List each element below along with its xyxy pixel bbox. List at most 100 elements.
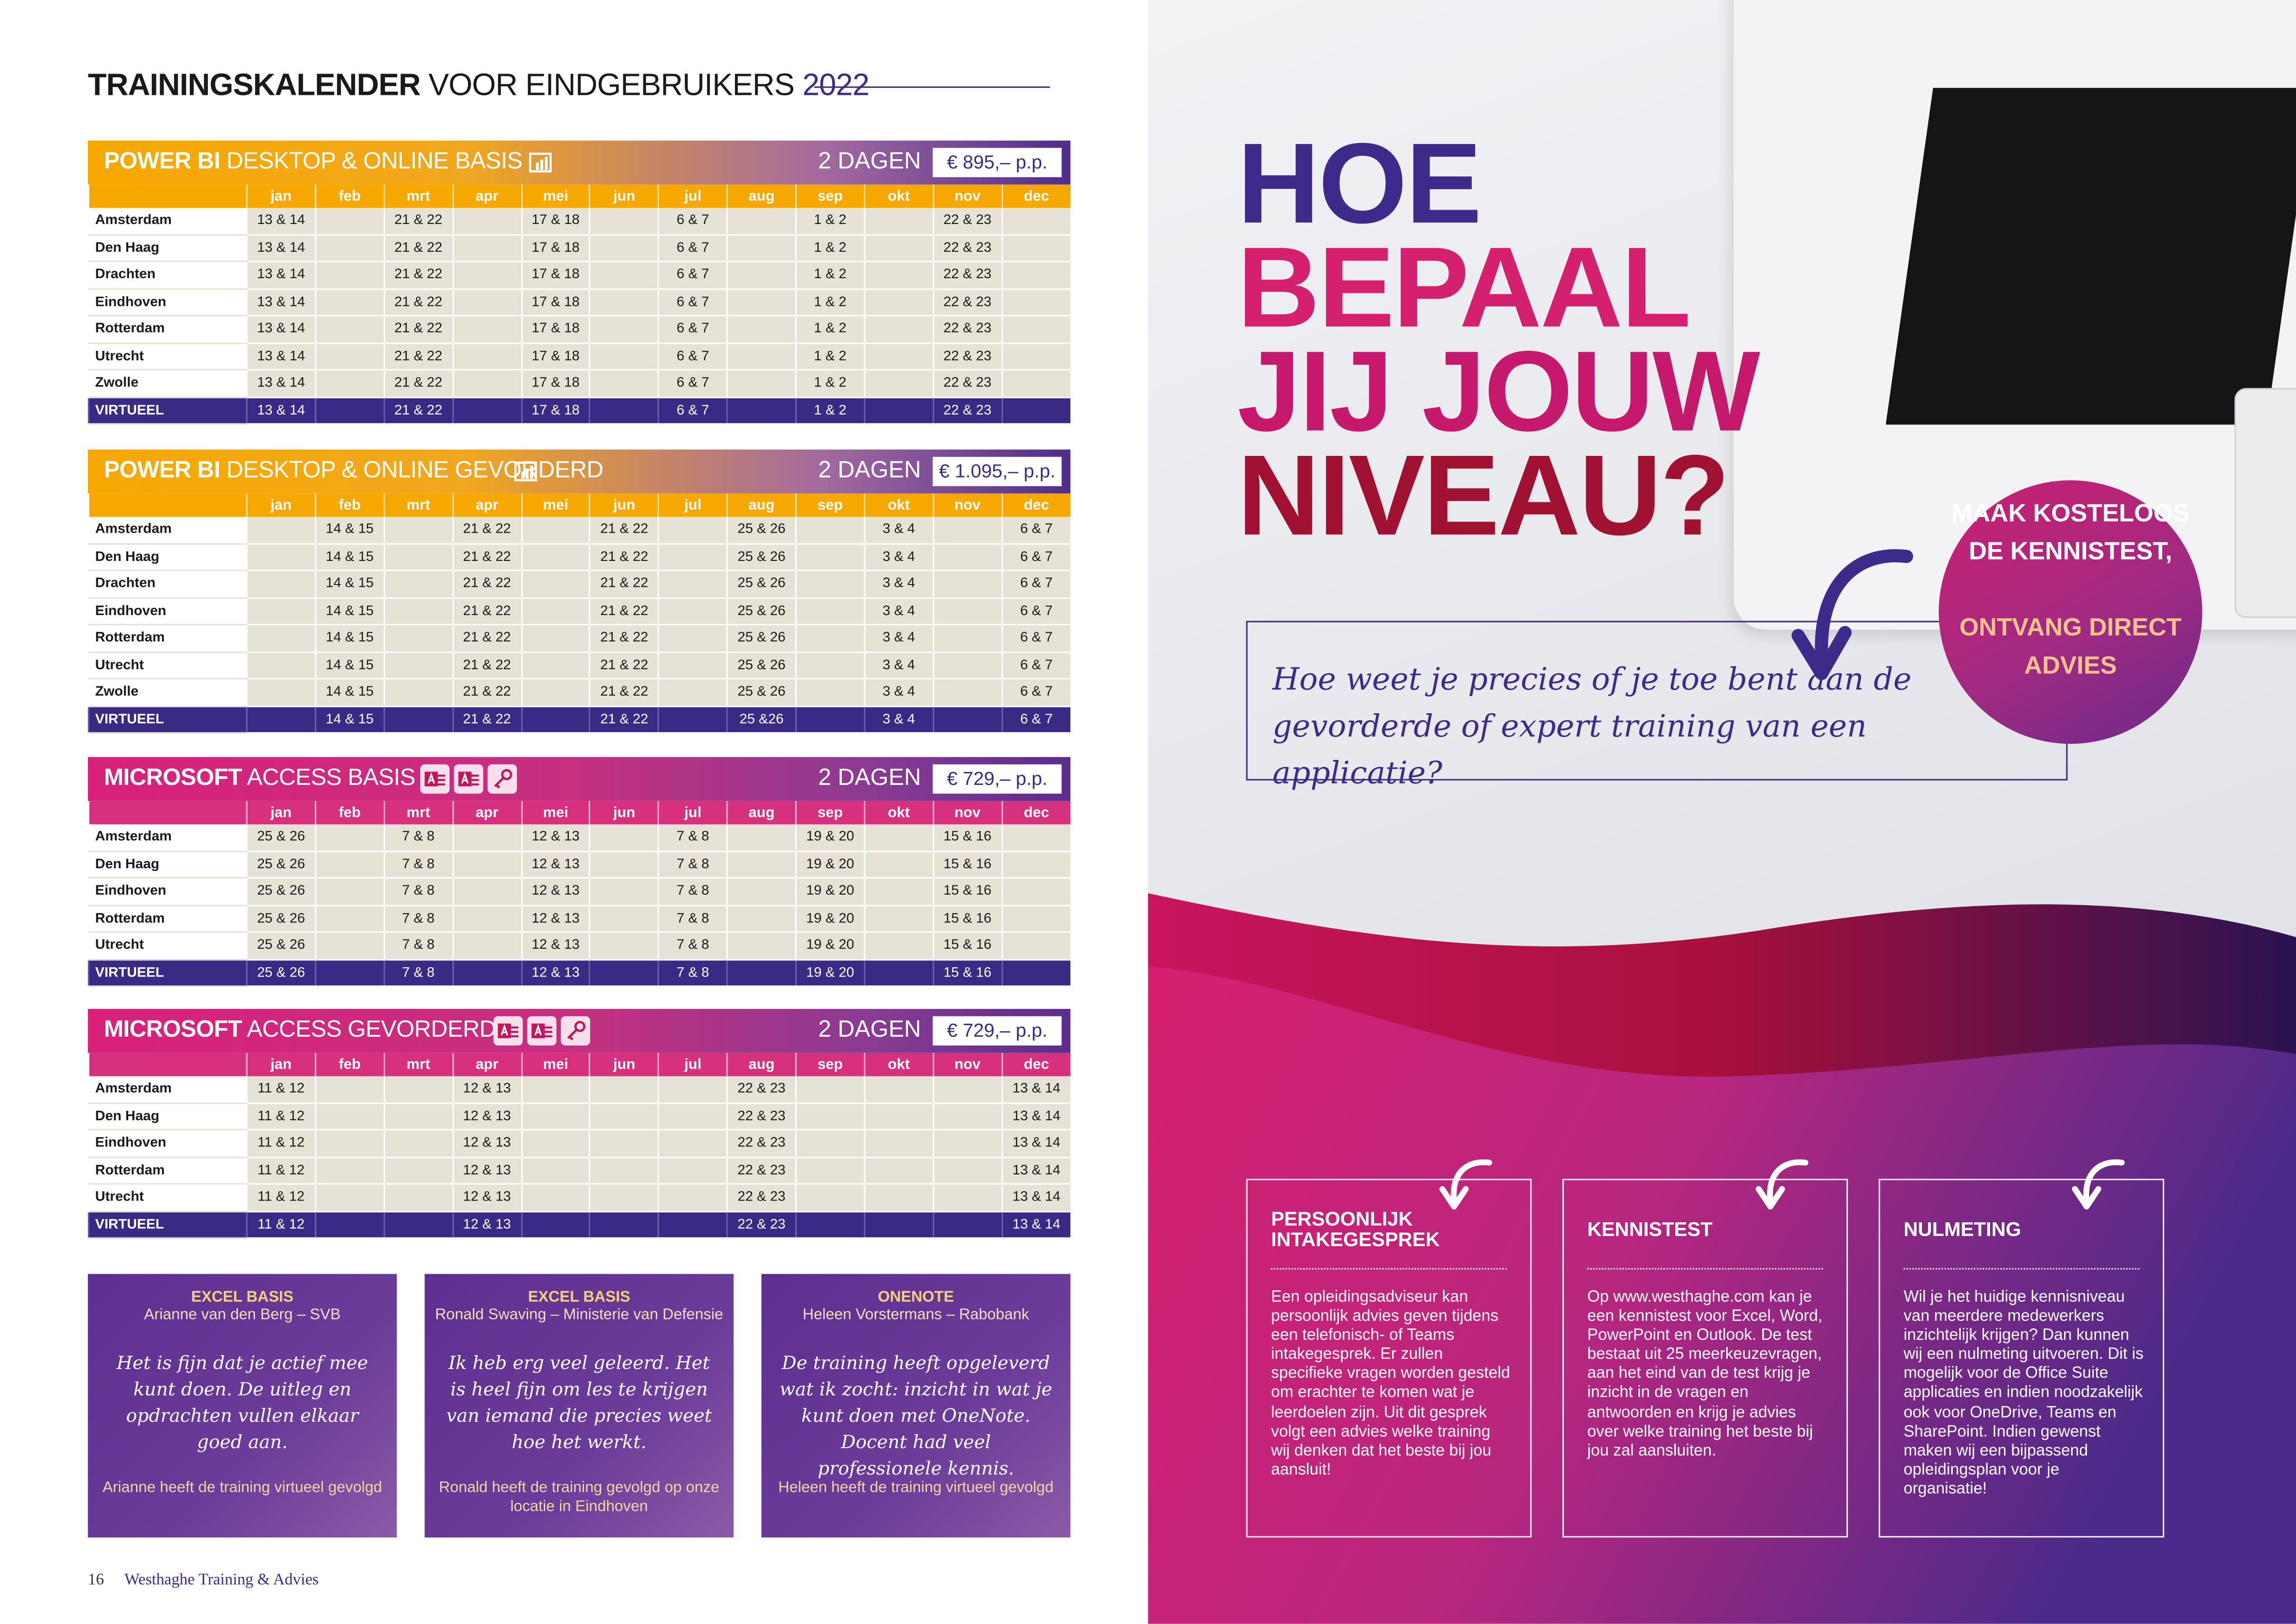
month-header: jul bbox=[658, 801, 728, 825]
date-cell bbox=[452, 315, 522, 343]
date-cell bbox=[726, 261, 796, 289]
city-cell: Den Haag bbox=[87, 543, 247, 571]
date-cell bbox=[383, 597, 453, 625]
info-box-nulmeting: NULMETING Wil je het huidige kennisnivea… bbox=[1879, 1159, 2165, 1538]
date-cell: 6 & 7 bbox=[658, 288, 728, 317]
date-cell bbox=[726, 905, 796, 933]
date-cell: 14 & 15 bbox=[314, 570, 384, 598]
month-header: sep bbox=[795, 801, 865, 825]
date-cell: 21 & 22 bbox=[589, 543, 659, 571]
date-cell: 17 & 18 bbox=[520, 369, 590, 398]
date-cell bbox=[246, 516, 316, 544]
date-cell bbox=[932, 705, 1002, 734]
date-cell bbox=[520, 1211, 590, 1239]
date-cell bbox=[795, 570, 865, 598]
date-cell bbox=[932, 597, 1002, 625]
date-cell bbox=[658, 1211, 728, 1239]
city-cell: Rotterdam bbox=[87, 624, 247, 653]
date-cell bbox=[932, 1129, 1002, 1158]
date-cell bbox=[795, 516, 865, 544]
date-cell: 12 & 13 bbox=[520, 877, 590, 906]
date-cell bbox=[520, 1129, 590, 1158]
date-cell: 6 & 7 bbox=[1001, 570, 1070, 598]
city-cell: Zwolle bbox=[87, 369, 247, 398]
date-cell: 3 & 4 bbox=[864, 543, 933, 571]
date-cell bbox=[452, 959, 522, 987]
date-cell: 6 & 7 bbox=[1001, 678, 1070, 707]
testimonial-footnote: Ronald heeft de training gevolgd op onze… bbox=[439, 1479, 720, 1516]
date-cell bbox=[864, 1102, 933, 1131]
date-cell bbox=[383, 678, 453, 707]
date-cell: 21 & 22 bbox=[589, 705, 659, 734]
city-cell: Rotterdam bbox=[87, 905, 247, 933]
info-box-title: KENNISTEST bbox=[1587, 1218, 1713, 1240]
date-cell: 25 &26 bbox=[726, 705, 796, 734]
date-cell: 14 & 15 bbox=[314, 624, 384, 653]
date-cell bbox=[864, 288, 933, 317]
city-cell: Amsterdam bbox=[87, 824, 247, 852]
date-cell: 13 & 14 bbox=[246, 234, 316, 262]
table-row: Eindhoven 25 & 26 7 & 8 12 & 13 7 & 8 19 & 20… bbox=[87, 877, 1070, 906]
date-cell: 3 & 4 bbox=[864, 624, 933, 653]
table-row: Amsterdam 11 & 12 12 & 13 22 & 23 13 & 14 bbox=[87, 1076, 1070, 1103]
date-cell: 25 & 26 bbox=[726, 543, 796, 571]
testimonial-course: EXCEL BASIS bbox=[528, 1288, 630, 1307]
table-row: Amsterdam 25 & 26 7 & 8 12 & 13 7 & 8 19 & 20… bbox=[87, 824, 1070, 852]
kennistest-circle[interactable]: MAAK KOSTELOOS DE KENNISTEST, ONTVANG DI… bbox=[1939, 480, 2203, 744]
date-cell: 11 & 12 bbox=[246, 1129, 316, 1158]
table-row: Drachten 13 & 14 21 & 22 17 & 18 6 & 7 1 & 2 2… bbox=[87, 261, 1070, 289]
table-row: Zwolle 14 & 15 21 & 22 21 & 22 25 & 26 3 & 4 6… bbox=[87, 678, 1070, 707]
date-cell: 13 & 14 bbox=[246, 261, 316, 289]
date-cell: 13 & 14 bbox=[246, 208, 316, 235]
date-cell: 21 & 22 bbox=[452, 678, 522, 707]
date-cell: 3 & 4 bbox=[864, 705, 933, 734]
month-header: nov bbox=[932, 801, 1002, 825]
date-cell bbox=[726, 877, 796, 906]
date-cell: 17 & 18 bbox=[520, 208, 590, 235]
date-cell: 13 & 14 bbox=[1001, 1076, 1070, 1103]
date-cell bbox=[314, 315, 384, 343]
date-cell: 1 & 2 bbox=[795, 369, 865, 398]
city-cell: VIRTUEEL bbox=[87, 397, 247, 425]
date-cell: 11 & 12 bbox=[246, 1076, 316, 1103]
info-box-text: Op www.westhaghe.com kan je een kenniste… bbox=[1587, 1288, 1823, 1460]
info-box-kennistest: KENNISTEST Op www.westhaghe.com kan je e… bbox=[1562, 1159, 1848, 1538]
date-cell bbox=[726, 234, 796, 262]
date-cell: 12 & 13 bbox=[452, 1102, 522, 1131]
date-cell: 25 & 26 bbox=[726, 651, 796, 680]
date-cell: 21 & 22 bbox=[452, 516, 522, 544]
date-cell bbox=[1001, 877, 1070, 906]
date-cell: 25 & 26 bbox=[246, 877, 316, 906]
course-block: POWER BI DESKTOP & ONLINE GEVORDERD 2 DAG… bbox=[87, 449, 1070, 734]
date-cell: 25 & 26 bbox=[726, 678, 796, 707]
date-cell: 17 & 18 bbox=[520, 261, 590, 289]
table-row: VIRTUEEL 25 & 26 7 & 8 12 & 13 7 & 8 19 & 20 1… bbox=[87, 959, 1070, 987]
date-cell: 25 & 26 bbox=[246, 905, 316, 933]
date-cell: 11 & 12 bbox=[246, 1102, 316, 1131]
date-cell: 6 & 7 bbox=[658, 342, 728, 371]
date-cell: 12 & 13 bbox=[452, 1076, 522, 1103]
table-row: Amsterdam 13 & 14 21 & 22 17 & 18 6 & 7 1 & 2… bbox=[87, 208, 1070, 235]
testimonial-course: ONENOTE bbox=[877, 1288, 954, 1307]
date-cell bbox=[1001, 905, 1070, 933]
date-cell bbox=[589, 959, 659, 987]
date-cell bbox=[314, 959, 384, 987]
month-header: mei bbox=[520, 801, 590, 825]
date-cell: 3 & 4 bbox=[864, 678, 933, 707]
date-cell: 14 & 15 bbox=[314, 543, 384, 571]
date-cell bbox=[1001, 234, 1070, 262]
date-cell: 21 & 22 bbox=[589, 570, 659, 598]
date-cell bbox=[658, 570, 728, 598]
date-cell: 14 & 15 bbox=[314, 597, 384, 625]
date-cell bbox=[726, 851, 796, 879]
date-cell: 14 & 15 bbox=[314, 705, 384, 734]
date-cell: 13 & 14 bbox=[246, 288, 316, 317]
date-cell bbox=[864, 1129, 933, 1158]
date-cell: 15 & 16 bbox=[932, 851, 1002, 879]
date-cell bbox=[1001, 208, 1070, 235]
date-cell: 7 & 8 bbox=[383, 877, 453, 906]
date-cell bbox=[314, 261, 384, 289]
date-cell bbox=[864, 905, 933, 933]
date-cell: 19 & 20 bbox=[795, 932, 865, 960]
date-cell bbox=[726, 397, 796, 425]
